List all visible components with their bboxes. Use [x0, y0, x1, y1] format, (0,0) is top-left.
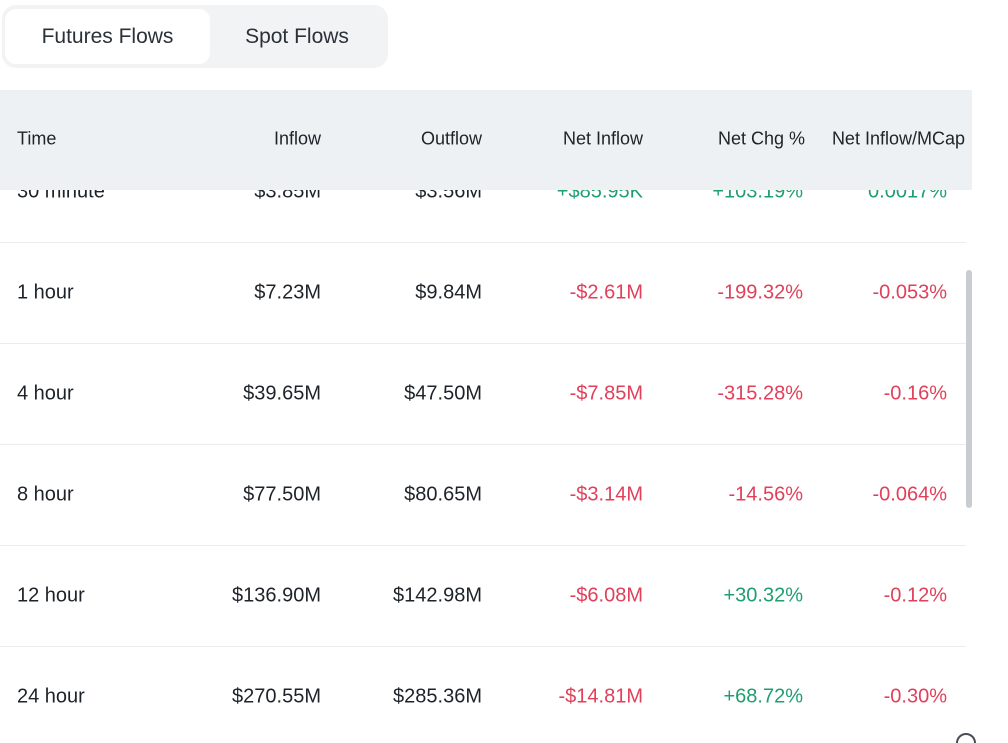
table-cell: +103.19%	[712, 190, 803, 203]
column-header: Net Inflow/MCap	[831, 128, 965, 149]
table-cell: $3.56M	[415, 190, 482, 203]
table-cell: $136.90M	[232, 584, 321, 607]
table-cell: $142.98M	[393, 584, 482, 607]
column-header: Inflow	[273, 128, 321, 149]
table-cell: 24 hour	[17, 685, 85, 708]
table-cell: 30 minute	[17, 190, 105, 203]
table-cell: -0.16%	[883, 382, 947, 405]
table-cell: +$85.95K	[556, 190, 643, 203]
table-cell: $285.36M	[393, 685, 482, 708]
table-row: 1 hour $7.23M $9.84M -$2.61M -199.32% -0.053%	[0, 242, 966, 344]
table-cell: $3.85M	[254, 190, 321, 203]
table-row: 30 minute $3.85M $3.56M +$85.95K +103.19% 0.0…	[0, 190, 966, 243]
table-cell: 12 hour	[17, 584, 85, 607]
table-row: 8 hour $77.50M $80.65M -$3.14M -14.56% -0.064…	[0, 444, 966, 546]
table-cell: 0.0017%	[868, 190, 947, 203]
table-cell: -14.56%	[728, 483, 804, 506]
table-cell: +30.32%	[723, 584, 803, 607]
settings-icon[interactable]	[940, 723, 990, 743]
table-cell: -199.32%	[717, 281, 803, 304]
table-cell: -0.053%	[872, 281, 948, 304]
table-body: 30 minute $3.85M $3.56M +$85.95K +103.19% 0.0…	[0, 190, 972, 743]
table-cell: -315.28%	[717, 382, 803, 405]
table-cell: 4 hour	[17, 382, 74, 405]
table-row: 4 hour $39.65M $47.50M -$7.85M -315.28% -0.16…	[0, 343, 966, 445]
tab[interactable]: Futures Flows	[5, 9, 210, 64]
column-header: Outflow	[420, 128, 482, 149]
icon-shape	[956, 733, 976, 743]
table-cell: $77.50M	[243, 483, 321, 506]
table-cell: -$6.08M	[569, 584, 643, 607]
table-cell: 8 hour	[17, 483, 74, 506]
column-header: Time	[17, 128, 57, 149]
table-cell: $7.23M	[254, 281, 321, 304]
tab-bar: Futures Flows Spot Flows	[2, 5, 388, 68]
table-cell: -$2.61M	[569, 281, 643, 304]
scrollbar[interactable]	[966, 270, 972, 508]
table-cell: $80.65M	[404, 483, 482, 506]
table-cell: $270.55M	[232, 685, 321, 708]
table-cell: -0.064%	[872, 483, 948, 506]
table-row: 24 hour $270.55M $285.36M -$14.81M +68.72% -0…	[0, 646, 966, 743]
table-cell: +68.72%	[723, 685, 803, 708]
table-cell: -$14.81M	[558, 685, 644, 708]
table-cell: 1 hour	[17, 281, 74, 304]
table-cell: $39.65M	[243, 382, 321, 405]
tab[interactable]: Spot Flows	[245, 25, 349, 48]
column-header: Net Inflow	[562, 128, 643, 149]
table-cell: -0.12%	[883, 584, 947, 607]
table-cell: -$7.85M	[569, 382, 643, 405]
table-cell: -$3.14M	[569, 483, 643, 506]
table-cell: $9.84M	[415, 281, 482, 304]
table-cell: $47.50M	[404, 382, 482, 405]
table-cell: -0.30%	[883, 685, 947, 708]
table-header: Time Inflow Outflow Net Inflow Net Chg % Net …	[0, 90, 972, 190]
table-row: 12 hour $136.90M $142.98M -$6.08M +30.32% -0.…	[0, 545, 966, 647]
column-header: Net Chg %	[717, 128, 805, 149]
